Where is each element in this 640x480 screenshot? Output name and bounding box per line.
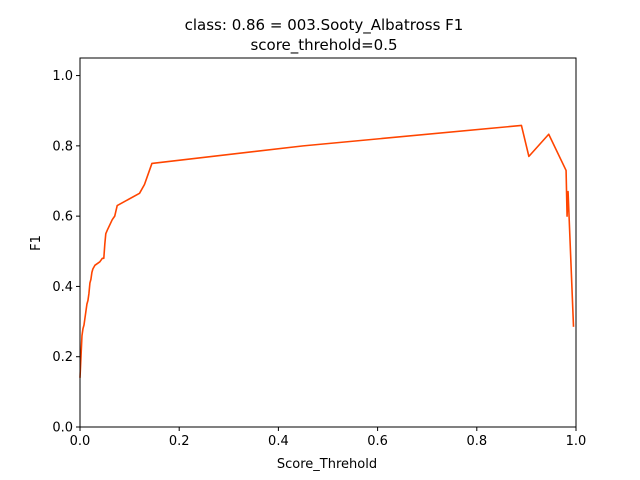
x-tick-label-4: 0.8 (466, 434, 487, 449)
y-tick-label-5: 1.0 (52, 69, 73, 84)
x-tick-label-5: 1.0 (566, 434, 587, 449)
plot-area: 0.0 0.2 0.4 0.6 0.8 1.0 0.0 0.2 0.4 0.6 0.8 1.0 (52, 57, 587, 449)
y-tick-label-0: 0.0 (52, 421, 73, 436)
x-tick-label-0: 0.0 (70, 434, 91, 449)
y-tick-label-3: 0.6 (52, 210, 73, 225)
y-tick-label-1: 0.2 (52, 350, 73, 365)
plot-frame (79, 57, 577, 428)
x-tick-label-1: 0.2 (169, 434, 190, 449)
x-tick-label-2: 0.4 (268, 434, 289, 449)
y-axis-label: F1 (29, 235, 44, 251)
x-axis-label: Score_Threhold (277, 457, 377, 472)
series-line-0 (79, 124, 575, 378)
y-tick-label-4: 0.8 (52, 139, 73, 154)
y-tick-label-2: 0.4 (52, 280, 73, 295)
x-tick-label-3: 0.6 (367, 434, 388, 449)
chart-title: class: 0.86 = 003.Sooty_Albatross F1 (185, 16, 464, 35)
chart-subtitle: score_threhold=0.5 (250, 36, 397, 55)
